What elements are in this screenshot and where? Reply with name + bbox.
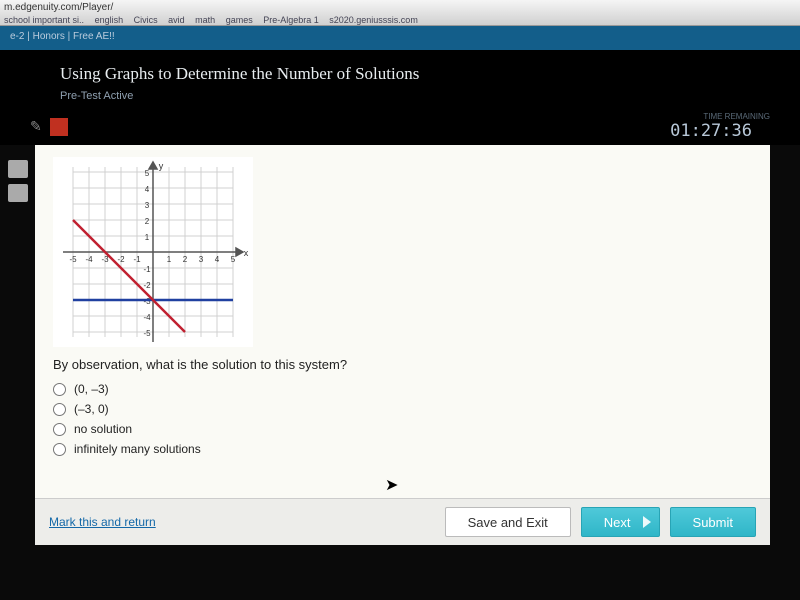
bookmark[interactable]: avid: [168, 15, 185, 25]
pencil-icon[interactable]: ✎: [30, 118, 42, 135]
option-radio[interactable]: [53, 423, 66, 436]
lesson-title: Using Graphs to Determine the Number of …: [60, 64, 760, 84]
option-row[interactable]: (0, –3): [53, 382, 752, 396]
bookmarks-bar: school important si.. english Civics avi…: [4, 15, 796, 25]
bookmark[interactable]: Civics: [134, 15, 158, 25]
next-button[interactable]: Next: [581, 507, 660, 537]
bookmark[interactable]: Pre-Algebra 1: [263, 15, 319, 25]
option-label: no solution: [74, 422, 132, 436]
svg-text:4: 4: [145, 185, 150, 194]
svg-text:x: x: [244, 248, 249, 258]
option-label: (0, –3): [74, 382, 109, 396]
svg-text:-4: -4: [143, 313, 151, 322]
option-radio[interactable]: [53, 403, 66, 416]
url-bar: m.edgenuity.com/Player/: [4, 2, 796, 13]
svg-text:y: y: [159, 161, 164, 171]
svg-text:-5: -5: [69, 255, 77, 264]
footer-bar: Mark this and return Save and Exit Next …: [35, 498, 770, 545]
timer-label: TIME REMAINING: [670, 112, 770, 121]
question-content: -5-4-3 -2-1 123 45 543 21 -1-2-3 -4-5 x …: [35, 145, 770, 545]
progress-indicator: [50, 118, 68, 136]
svg-text:1: 1: [145, 233, 150, 242]
svg-text:-1: -1: [143, 265, 151, 274]
mouse-cursor-icon: ➤: [385, 475, 398, 495]
svg-text:1: 1: [167, 255, 172, 264]
svg-text:2: 2: [183, 255, 188, 264]
timer-row: ✎ TIME REMAINING 01:27:36: [0, 108, 800, 145]
svg-text:-2: -2: [117, 255, 125, 264]
svg-text:-1: -1: [133, 255, 141, 264]
mark-and-return-link[interactable]: Mark this and return: [49, 515, 156, 529]
bookmark[interactable]: s2020.geniusssis.com: [329, 15, 418, 25]
option-label: (–3, 0): [74, 402, 109, 416]
bookmark[interactable]: school important si..: [4, 15, 84, 25]
option-row[interactable]: infinitely many solutions: [53, 442, 752, 456]
option-label: infinitely many solutions: [74, 442, 201, 456]
lesson-header: Using Graphs to Determine the Number of …: [0, 50, 800, 108]
lesson-tabs[interactable]: Pre-Test Active: [60, 90, 760, 102]
submit-button[interactable]: Submit: [670, 507, 756, 537]
svg-text:3: 3: [199, 255, 204, 264]
bookmark[interactable]: games: [226, 15, 253, 25]
svg-text:4: 4: [215, 255, 220, 264]
question-text: By observation, what is the solution to …: [53, 357, 752, 372]
svg-text:-4: -4: [85, 255, 93, 264]
timer: 01:27:36: [670, 121, 752, 141]
option-radio[interactable]: [53, 443, 66, 456]
app-header: e-2 | Honors | Free AE!!: [0, 26, 800, 50]
svg-text:2: 2: [145, 217, 150, 226]
tool-icon[interactable]: [8, 184, 28, 202]
answer-options: (0, –3) (–3, 0) no solution infinitely m…: [53, 382, 752, 456]
save-and-exit-button[interactable]: Save and Exit: [445, 507, 571, 537]
option-row[interactable]: (–3, 0): [53, 402, 752, 416]
bookmark[interactable]: math: [195, 15, 215, 25]
svg-text:-2: -2: [143, 281, 151, 290]
coordinate-graph: -5-4-3 -2-1 123 45 543 21 -1-2-3 -4-5 x …: [53, 157, 253, 347]
tool-icon[interactable]: [8, 160, 28, 178]
option-radio[interactable]: [53, 383, 66, 396]
svg-text:-5: -5: [143, 329, 151, 338]
option-row[interactable]: no solution: [53, 422, 752, 436]
svg-text:3: 3: [145, 201, 150, 210]
browser-chrome: m.edgenuity.com/Player/ school important…: [0, 0, 800, 26]
svg-text:5: 5: [145, 169, 150, 178]
left-toolbar: [8, 160, 28, 208]
svg-text:5: 5: [231, 255, 236, 264]
bookmark[interactable]: english: [95, 15, 124, 25]
